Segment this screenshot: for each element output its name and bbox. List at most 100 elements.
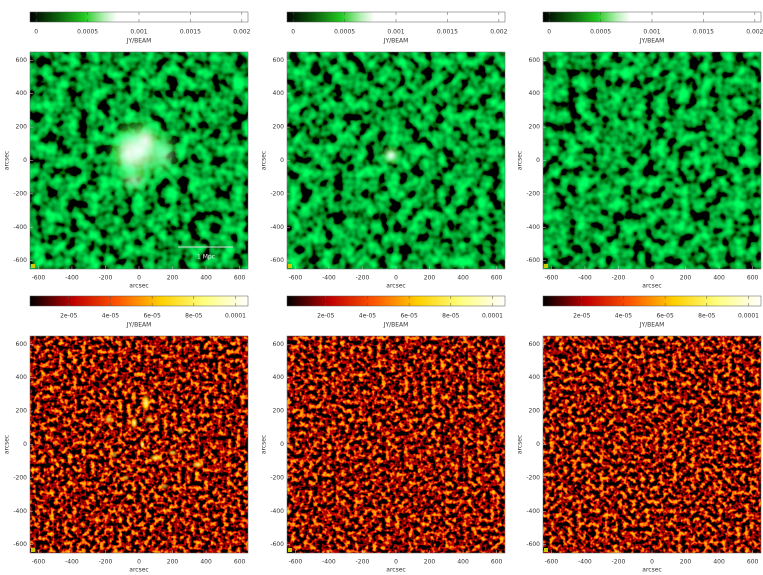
x-tick-label: -200 [612, 275, 626, 282]
colorbar-tick-label: 0 [34, 29, 38, 36]
y-tick-label: 400 [16, 90, 28, 97]
x-tick-label: -200 [99, 559, 113, 566]
colorbar-tick-label: 0.002 [490, 29, 507, 36]
emission [144, 415, 155, 424]
x-tick-label: -200 [612, 559, 626, 566]
x-tick-label: 400 [200, 559, 212, 566]
emission [121, 474, 130, 482]
colorbar [29, 295, 249, 307]
colorbar-label: JY/BEAM [383, 38, 409, 45]
y-tick-label: -200 [13, 474, 27, 481]
colorbar-tick-label: 0.0005 [77, 29, 98, 36]
x-tick-label: 0 [650, 275, 654, 282]
panel: 2e-05 4e-05 6e-05 8e-05 0.0001 JY/BEAM -600 -40… [4, 295, 249, 574]
y-tick-label: 200 [16, 124, 28, 131]
y-tick-label: 0 [280, 157, 284, 164]
y-tick-label: -400 [526, 508, 540, 515]
x-tick-label: -200 [356, 275, 370, 282]
y-tick-label: 0 [280, 441, 284, 448]
y-tick-label: 600 [529, 57, 541, 64]
y-tick-label: -400 [13, 224, 27, 231]
x-tick-label: 600 [234, 559, 246, 566]
x-tick-label: 200 [424, 559, 436, 566]
emission [140, 392, 151, 413]
colorbar-tick-label: 0.001 [643, 29, 660, 36]
colorbar-tick-label: 0.0015 [437, 29, 458, 36]
y-tick-label: 200 [529, 124, 541, 131]
y-tick-label: 400 [273, 90, 285, 97]
beam-marker [288, 548, 292, 552]
colorbar-tick-label: 0.0001 [225, 313, 246, 320]
y-tick-label: -200 [526, 474, 540, 481]
colorbar-tick-label: 4e-05 [359, 313, 376, 320]
x-tick-label: 400 [713, 559, 725, 566]
emission [109, 450, 119, 459]
x-tick-label: 200 [167, 559, 179, 566]
x-tick-label: -400 [322, 275, 336, 282]
colorbar-tick-label: 0.001 [387, 29, 404, 36]
y-tick-label: -400 [270, 224, 284, 231]
emission [167, 449, 178, 457]
y-tick-label: -600 [526, 541, 540, 548]
x-tick-label: 200 [424, 275, 436, 282]
beam-marker [544, 548, 548, 552]
y-tick-label: 200 [16, 408, 28, 415]
x-axis-label: arcsec [129, 283, 148, 290]
emission [103, 414, 114, 425]
y-axis-label: arcsec [517, 435, 524, 454]
colorbar-tick-label: 4e-05 [102, 313, 119, 320]
x-axis-label: arcsec [129, 567, 148, 574]
y-tick-label: -200 [526, 190, 540, 197]
panel: 0 0.0005 0.001 0.0015 0.002 JY/BEAM -600 -400 -2… [517, 11, 763, 290]
x-tick-label: 600 [491, 275, 503, 282]
colorbar-tick-label: 8e-05 [698, 313, 715, 320]
x-tick-label: -600 [32, 275, 46, 282]
x-tick-label: -200 [99, 275, 113, 282]
colorbar-tick-label: 8e-05 [442, 313, 459, 320]
colorbar-label: JY/BEAM [639, 322, 665, 329]
colorbar-tick-label: 0 [547, 29, 551, 36]
y-tick-label: -400 [270, 508, 284, 515]
x-axis-label: arcsec [386, 567, 405, 574]
x-tick-label: 200 [680, 275, 692, 282]
beam-marker [31, 548, 35, 552]
y-tick-label: 400 [529, 374, 541, 381]
x-tick-label: -400 [322, 559, 336, 566]
colorbar-tick-label: 0.0001 [738, 313, 759, 320]
colorbar-tick-label: 0.0015 [693, 29, 714, 36]
y-tick-label: -400 [526, 224, 540, 231]
y-tick-label: -600 [270, 541, 284, 548]
x-axis-label: arcsec [386, 283, 405, 290]
colorbar-tick-label: 2e-05 [317, 313, 334, 320]
colorbar-label: JY/BEAM [126, 38, 152, 45]
x-tick-label: -200 [356, 559, 370, 566]
y-tick-label: 600 [16, 341, 28, 348]
y-tick-label: 600 [273, 341, 285, 348]
beam-marker [544, 264, 548, 268]
noise [543, 336, 761, 553]
x-tick-label: -400 [578, 275, 592, 282]
sky-image [543, 336, 761, 553]
y-tick-label: 0 [23, 441, 27, 448]
colorbar-tick-label: 2e-05 [60, 313, 77, 320]
emission [149, 453, 163, 463]
scale-bar-label: 1 Mpc [197, 254, 215, 261]
panel: 0 0.0005 0.001 0.0015 0.002 JY/BEAM -600 -400 -2… [261, 11, 508, 290]
emission [113, 165, 155, 196]
y-tick-label: -200 [270, 190, 284, 197]
y-axis-label: arcsec [4, 435, 11, 454]
x-tick-label: 400 [200, 275, 212, 282]
beam-marker [288, 264, 292, 268]
y-tick-label: -600 [526, 257, 540, 264]
y-axis-label: arcsec [261, 151, 268, 170]
x-tick-label: 400 [713, 275, 725, 282]
x-tick-label: 600 [747, 559, 759, 566]
sky-image [30, 336, 248, 553]
y-tick-label: -200 [270, 474, 284, 481]
emission [129, 416, 139, 430]
x-tick-label: -600 [32, 559, 46, 566]
colorbar [286, 295, 506, 307]
y-tick-label: 600 [273, 57, 285, 64]
sky-image [543, 52, 761, 269]
